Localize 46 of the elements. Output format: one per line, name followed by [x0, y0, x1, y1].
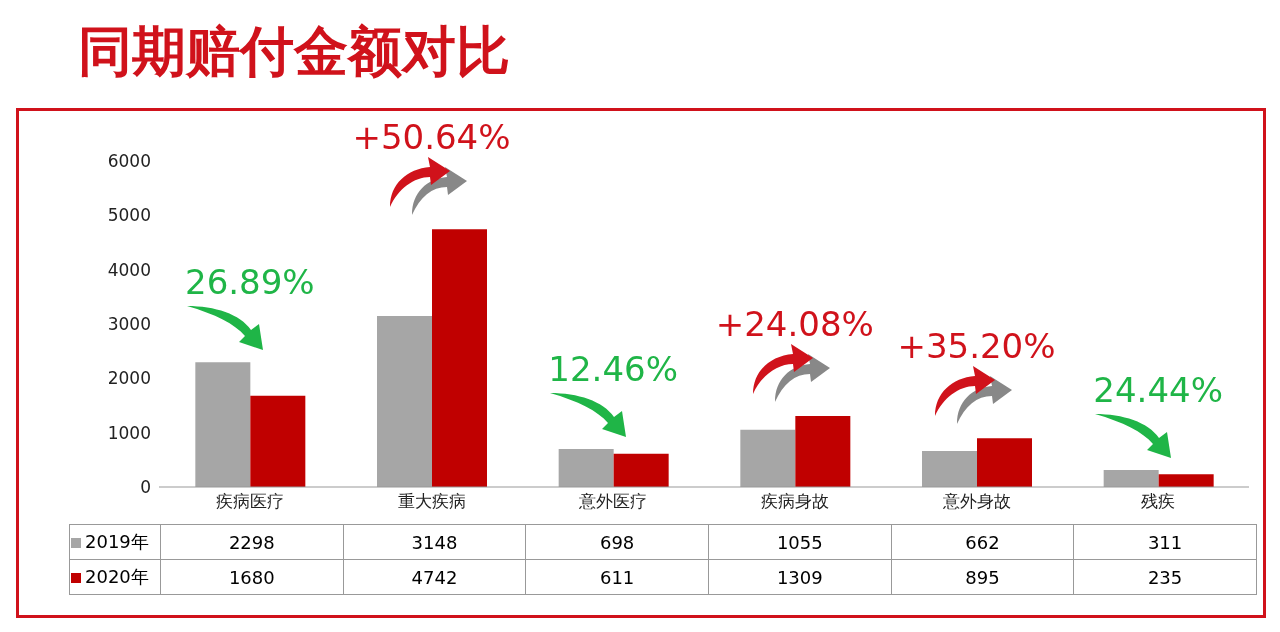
x-tick-label: 重大疾病: [397, 491, 466, 512]
x-tick-label: 意外身故: [941, 491, 1011, 512]
y-tick-label: 1000: [107, 422, 151, 443]
annotation: +35.20%: [896, 326, 1057, 367]
bar: [922, 451, 977, 487]
x-tick-label: 残疾: [1141, 491, 1176, 512]
bar: [977, 438, 1032, 487]
bar: [377, 315, 432, 487]
annotation: +24.08%: [714, 303, 875, 344]
data-label: 235: [1073, 559, 1257, 595]
annotation: 12.46%: [547, 349, 679, 390]
bar: [740, 429, 796, 487]
chart-title: 同期赔付金额对比: [78, 19, 510, 85]
data-label: 3148: [343, 524, 526, 560]
bar: [195, 362, 251, 487]
y-tick-label: 6000: [107, 151, 151, 172]
x-tick-label: 意外医疗: [578, 491, 648, 512]
bar: [250, 395, 306, 487]
annotation: 24.44%: [1092, 370, 1224, 411]
annotation: 26.89%: [184, 262, 316, 303]
text: +50.64%: [351, 117, 512, 158]
data-label: 698: [525, 524, 709, 560]
data-label: 1309: [708, 559, 892, 595]
bar: [558, 449, 614, 487]
data-label: 311: [1073, 524, 1257, 560]
x-tick-label: 疾病身故: [760, 491, 829, 512]
data-label: 611: [525, 559, 709, 595]
x-tick-label: 疾病医疗: [215, 491, 284, 512]
legend-label: 2020年: [69, 559, 161, 595]
y-tick-label: 5000: [107, 205, 151, 226]
y-tick-label: 3000: [107, 314, 151, 335]
data-label: 4742: [343, 559, 526, 595]
bar: [1158, 474, 1214, 487]
y-tick-label: 4000: [107, 259, 151, 280]
bar: [613, 453, 669, 487]
bar: [795, 415, 851, 487]
y-tick-label: 2000: [107, 368, 151, 389]
data-label: 895: [891, 559, 1074, 595]
legend-label: 2019年: [69, 524, 161, 560]
data-label: 1680: [160, 559, 344, 595]
bar: [1103, 470, 1159, 487]
data-label: 662: [891, 524, 1074, 560]
data-label: 1055: [708, 524, 892, 560]
data-label: 2298: [160, 524, 344, 560]
y-tick-label: 0: [140, 477, 151, 498]
bar: [432, 229, 487, 487]
